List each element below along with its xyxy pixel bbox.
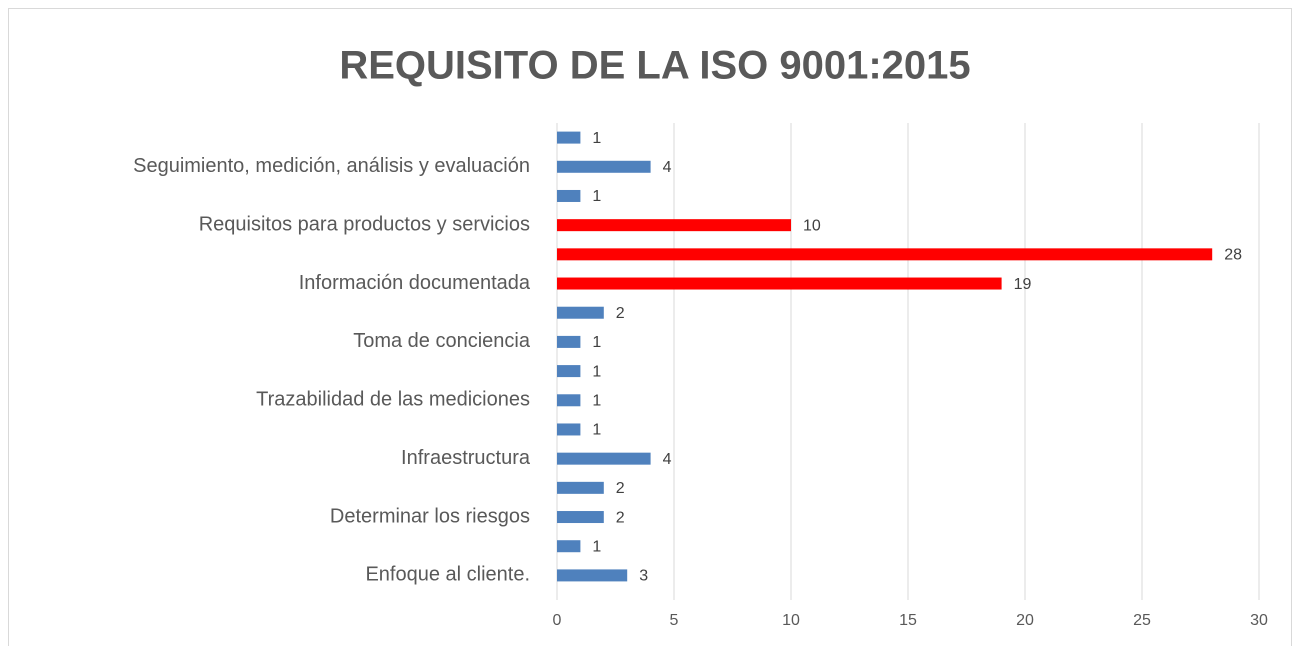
y-tick-label: Trazabilidad de las mediciones: [256, 389, 530, 411]
value-label: 2: [616, 305, 625, 322]
bar: [557, 423, 581, 436]
x-tick-label: 10: [782, 612, 800, 629]
bar: [557, 365, 581, 378]
x-tick-label: 25: [1133, 612, 1151, 629]
value-label: 1: [592, 422, 601, 439]
value-label: 4: [663, 159, 672, 176]
y-tick-label: Toma de conciencia: [353, 330, 531, 352]
bar: [557, 189, 581, 202]
x-tick-label: 30: [1250, 612, 1268, 629]
value-label: 10: [803, 217, 821, 234]
bar: [557, 540, 581, 553]
bar: [557, 394, 581, 407]
chart-title: REQUISITO DE LA ISO 9001:2015: [339, 44, 970, 88]
y-tick-label: Enfoque al cliente.: [365, 564, 530, 586]
bar: [557, 569, 628, 582]
value-label: 1: [592, 363, 601, 380]
bar: [557, 160, 651, 173]
y-tick-label: Seguimiento, medición, análisis y evalua…: [133, 155, 530, 177]
value-label: 2: [616, 480, 625, 497]
bar: [557, 481, 604, 494]
value-label: 4: [663, 451, 672, 468]
value-label: 1: [592, 334, 601, 351]
y-tick-label: Requisitos para productos y servicios: [199, 213, 530, 235]
y-tick-label: Información documentada: [299, 272, 531, 294]
value-label: 1: [592, 393, 601, 410]
value-label: 19: [1014, 276, 1032, 293]
value-label: 3: [639, 568, 648, 585]
value-label: 28: [1224, 247, 1242, 264]
value-label: 1: [592, 130, 601, 147]
bar: [557, 131, 581, 144]
x-tick-label: 20: [1016, 612, 1034, 629]
bar: [557, 335, 581, 348]
value-label: 1: [592, 188, 601, 205]
y-tick-label: Determinar los riesgos: [330, 505, 530, 527]
x-tick-label: 15: [899, 612, 917, 629]
bar: [557, 277, 1002, 290]
bar: [557, 511, 604, 524]
bar: [557, 219, 791, 232]
value-label: 1: [592, 538, 601, 555]
bar: [557, 452, 651, 465]
x-tick-label: 0: [553, 612, 562, 629]
x-tick-label: 5: [670, 612, 679, 629]
bar: [557, 306, 604, 319]
chart-border: [8, 8, 1292, 646]
bar: [557, 248, 1213, 261]
y-tick-label: Infraestructura: [401, 447, 531, 469]
value-label: 2: [616, 509, 625, 526]
